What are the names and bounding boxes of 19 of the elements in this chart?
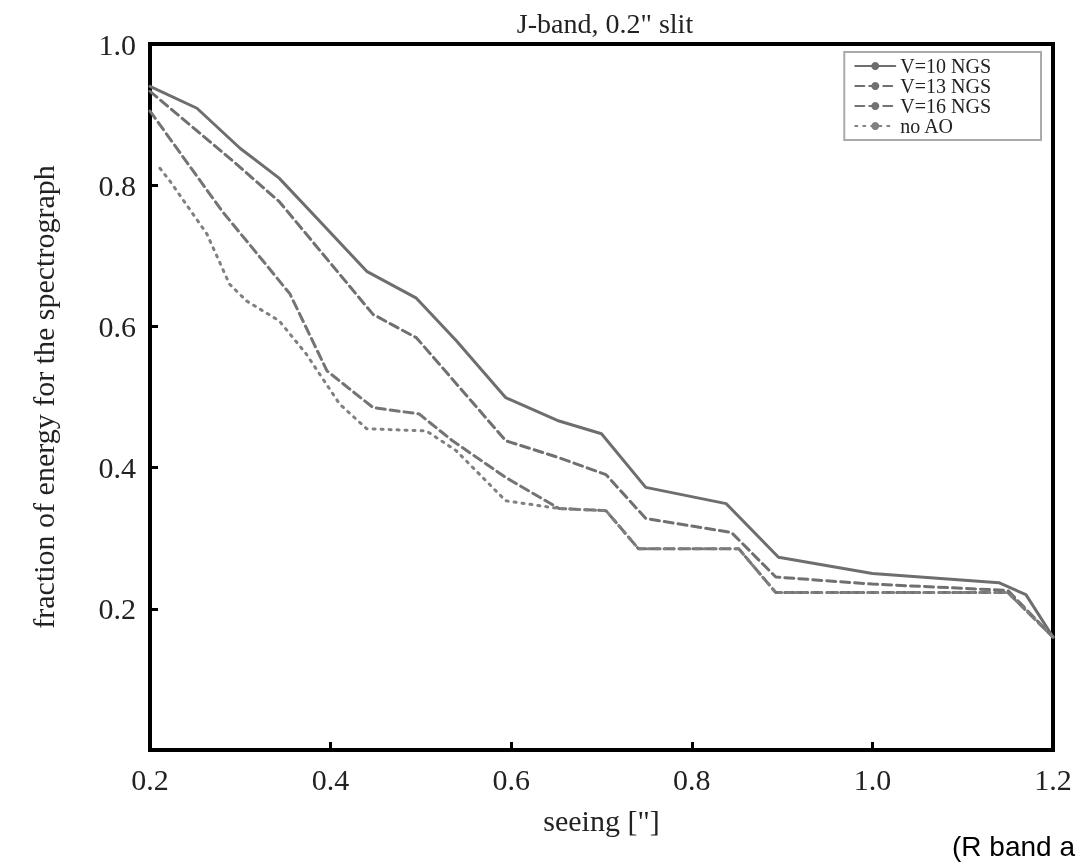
text: (R band a	[952, 830, 1076, 862]
legend-label: V=16 NGS	[900, 95, 991, 117]
x-tick-label: 0.2	[131, 762, 169, 796]
x-tick-label: 1.0	[853, 762, 892, 796]
x-tick-label: 0.4	[311, 762, 350, 796]
y-tick-label: 0.4	[98, 451, 136, 485]
y-tick-label: 1.0	[98, 27, 136, 61]
x-tick-label: 1.2	[1034, 762, 1072, 796]
x-tick-label: 0.6	[492, 762, 530, 796]
legend-label: V=10 NGS	[900, 55, 991, 77]
y-axis-title: fraction of energy for the spectrograph	[26, 165, 60, 629]
legend-label: no AO	[900, 115, 954, 137]
x-axis-title: seeing ["]	[543, 803, 660, 837]
y-tick-label: 0.6	[98, 309, 136, 343]
x-tick-label: 0.8	[673, 762, 711, 796]
y-tick-label: 0.8	[98, 168, 136, 202]
chart-title: J-band, 0.2" slit	[516, 7, 694, 39]
legend-label: V=13 NGS	[900, 75, 991, 97]
y-tick-label: 0.2	[98, 592, 136, 626]
